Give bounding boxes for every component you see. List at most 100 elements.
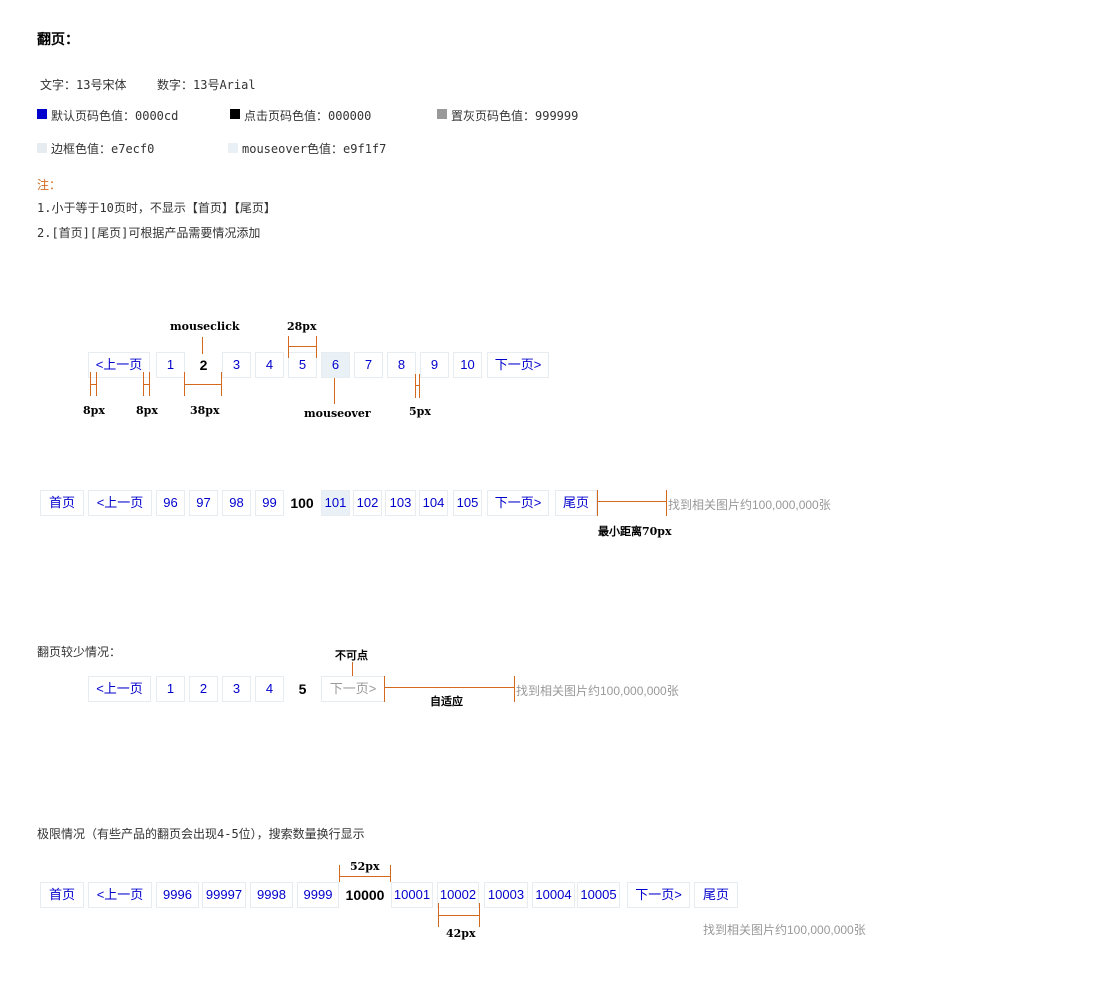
width-28px-annotation: 28px bbox=[287, 320, 317, 333]
few-pages-heading: 翻页较少情况： bbox=[37, 645, 122, 659]
current-page: 10000 bbox=[339, 882, 391, 908]
note-line-2: 2.[首页][尾页]可根据产品需要情况添加 bbox=[37, 226, 261, 240]
dim-38-line bbox=[184, 384, 222, 385]
current-page: 100 bbox=[286, 490, 318, 516]
number-font-spec: 数字：13号Arial bbox=[157, 78, 256, 92]
last-page-button[interactable]: 尾页 bbox=[694, 882, 738, 908]
result-count: 找到相关图片约100,000,000张 bbox=[516, 684, 679, 698]
disabled-annotation: 不可点 bbox=[335, 649, 368, 662]
width-52px-annotation: 52px bbox=[350, 860, 380, 873]
border-color-label: 边框色值：e7ecf0 bbox=[51, 142, 155, 156]
dim-5-left bbox=[415, 374, 416, 398]
prev-page-button[interactable]: <上一页 bbox=[88, 490, 152, 516]
page-4-link[interactable]: 4 bbox=[255, 676, 284, 702]
dim-5-right bbox=[419, 374, 420, 398]
pager-few-pages: <上一页 1 2 3 4 5 下一页> bbox=[0, 676, 400, 702]
adaptive-annotation: 自适应 bbox=[430, 695, 463, 708]
text-font-spec: 文字：13号宋体 bbox=[40, 78, 127, 92]
page-98-link[interactable]: 98 bbox=[222, 490, 251, 516]
disabled-color-label: 置灰页码色值：999999 bbox=[451, 109, 579, 123]
next-page-button[interactable]: 下一页> bbox=[487, 352, 549, 378]
dim-70-line bbox=[597, 501, 667, 502]
default-color-swatch bbox=[37, 109, 47, 119]
next-page-button[interactable]: 下一页> bbox=[487, 490, 549, 516]
notes-heading: 注： bbox=[37, 178, 62, 192]
gap-5px-annotation: 5px bbox=[409, 405, 431, 418]
page-4-link[interactable]: 4 bbox=[255, 352, 284, 378]
page-6-link-hover[interactable]: 6 bbox=[321, 352, 350, 378]
page-10005-link[interactable]: 10005 bbox=[577, 882, 620, 908]
page-9998-link[interactable]: 9998 bbox=[250, 882, 293, 908]
page-8-link[interactable]: 8 bbox=[387, 352, 416, 378]
first-page-button[interactable]: 首页 bbox=[40, 490, 84, 516]
prev-page-button[interactable]: <上一页 bbox=[88, 352, 150, 378]
page-105-link[interactable]: 105 bbox=[453, 490, 482, 516]
page-103-link[interactable]: 103 bbox=[385, 490, 416, 516]
gap-8px-annotation-a: 8px bbox=[83, 404, 105, 417]
current-page: 2 bbox=[189, 352, 218, 378]
mouseover-color-label: mouseover色值：e9f1f7 bbox=[242, 142, 387, 156]
page-9999-link[interactable]: 9999 bbox=[297, 882, 339, 908]
border-color-swatch bbox=[37, 143, 47, 153]
disabled-leader-line bbox=[352, 662, 353, 676]
first-page-button[interactable]: 首页 bbox=[40, 882, 84, 908]
dim-5-line bbox=[415, 385, 420, 386]
page-10-link[interactable]: 10 bbox=[453, 352, 482, 378]
page-5-link[interactable]: 5 bbox=[288, 352, 317, 378]
dim-8b-line bbox=[143, 384, 150, 385]
page-99997-link[interactable]: 99997 bbox=[202, 882, 246, 908]
adaptive-right bbox=[514, 676, 515, 702]
page-102-link[interactable]: 102 bbox=[353, 490, 382, 516]
adaptive-line bbox=[384, 687, 515, 688]
page-10001-link[interactable]: 10001 bbox=[391, 882, 433, 908]
next-page-button-disabled: 下一页> bbox=[321, 676, 385, 702]
page-title: 翻页： bbox=[37, 31, 79, 47]
page-9-link[interactable]: 9 bbox=[420, 352, 449, 378]
page-101-link-hover[interactable]: 101 bbox=[321, 490, 350, 516]
dim-28-left bbox=[288, 336, 289, 358]
adaptive-left bbox=[384, 676, 385, 702]
extreme-case-heading: 极限情况（有些产品的翻页会出现4-5位），搜索数量换行显示 bbox=[37, 827, 365, 841]
pager-basic: <上一页 1 2 3 4 5 6 7 8 9 10 下一页> bbox=[0, 352, 560, 378]
mouseclick-annotation: mouseclick bbox=[170, 320, 240, 333]
dim-70-right bbox=[666, 490, 667, 516]
disabled-color-swatch bbox=[437, 109, 447, 119]
dim-28-right bbox=[316, 336, 317, 358]
pager-with-first-last: 首页 <上一页 96 97 98 99 100 101 102 103 104 … bbox=[0, 490, 600, 516]
page-97-link[interactable]: 97 bbox=[189, 490, 218, 516]
page-7-link[interactable]: 7 bbox=[354, 352, 383, 378]
prev-page-button[interactable]: <上一页 bbox=[88, 882, 152, 908]
page-9996-link[interactable]: 9996 bbox=[156, 882, 199, 908]
page-10003-link[interactable]: 10003 bbox=[484, 882, 528, 908]
page-3-link[interactable]: 3 bbox=[222, 352, 251, 378]
dim-8a-line bbox=[90, 384, 97, 385]
page-10002-link[interactable]: 10002 bbox=[437, 882, 479, 908]
page-104-link[interactable]: 104 bbox=[419, 490, 448, 516]
pager-extreme: 首页 <上一页 9996 99997 9998 9999 10000 10001… bbox=[0, 882, 740, 908]
dim-42-line bbox=[438, 915, 480, 916]
current-page: 5 bbox=[288, 676, 317, 702]
prev-page-button[interactable]: <上一页 bbox=[88, 676, 151, 702]
mouseover-leader-line bbox=[334, 378, 335, 404]
width-42px-annotation: 42px bbox=[446, 927, 476, 940]
result-count: 找到相关图片约100,000,000张 bbox=[668, 498, 831, 512]
click-color-swatch bbox=[230, 109, 240, 119]
page-3-link[interactable]: 3 bbox=[222, 676, 251, 702]
result-count-wrapped: 找到相关图片约100,000,000张 bbox=[703, 923, 866, 937]
mouseclick-leader-line bbox=[202, 337, 203, 354]
last-page-button[interactable]: 尾页 bbox=[555, 490, 597, 516]
page-1-link[interactable]: 1 bbox=[156, 352, 185, 378]
width-38px-annotation: 38px bbox=[190, 404, 220, 417]
page-10004-link[interactable]: 10004 bbox=[532, 882, 575, 908]
note-line-1: 1.小于等于10页时，不显示【首页】【尾页】 bbox=[37, 201, 276, 215]
click-color-label: 点击页码色值：000000 bbox=[244, 109, 372, 123]
mouseover-color-swatch bbox=[228, 143, 238, 153]
mouseover-annotation: mouseover bbox=[304, 407, 371, 420]
dim-52-line bbox=[339, 876, 391, 877]
page-96-link[interactable]: 96 bbox=[156, 490, 185, 516]
page-1-link[interactable]: 1 bbox=[156, 676, 185, 702]
page-2-link[interactable]: 2 bbox=[189, 676, 218, 702]
gap-8px-annotation-b: 8px bbox=[136, 404, 158, 417]
page-99-link[interactable]: 99 bbox=[255, 490, 284, 516]
next-page-button[interactable]: 下一页> bbox=[627, 882, 690, 908]
